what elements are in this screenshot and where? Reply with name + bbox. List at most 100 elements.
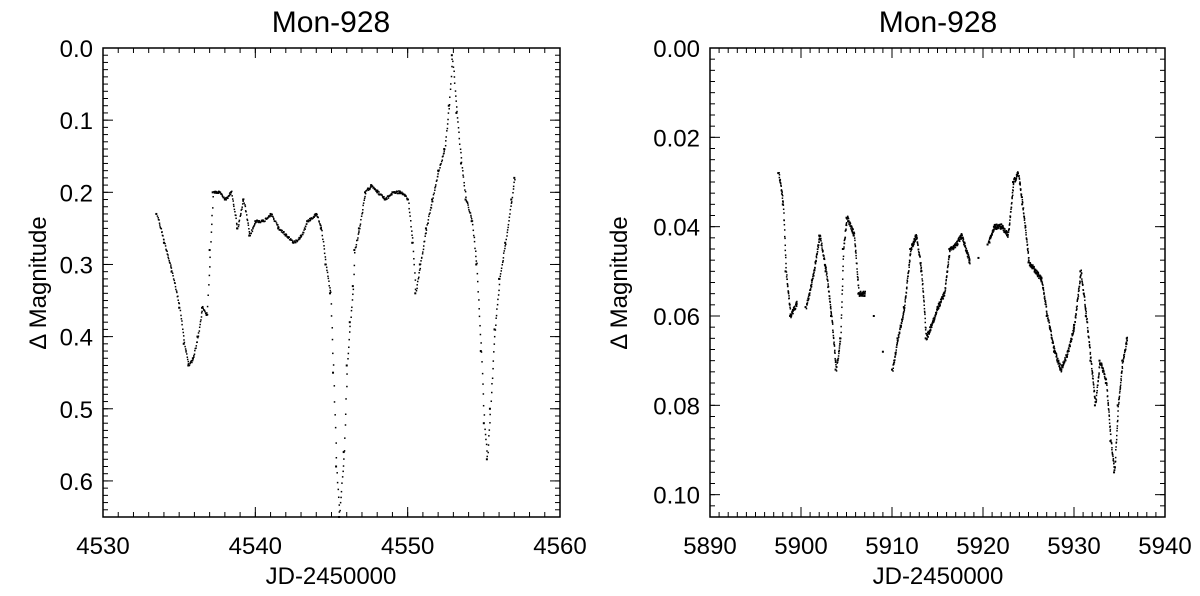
data-point: [1009, 219, 1011, 221]
data-point: [938, 301, 941, 304]
data-point: [429, 209, 432, 211]
data-point: [1072, 331, 1075, 334]
y-tick-label: 0.0: [60, 36, 93, 63]
data-point: [905, 295, 907, 297]
data-point: [162, 241, 165, 244]
data-point: [212, 207, 214, 209]
data-point: [841, 306, 843, 309]
data-point: [835, 364, 837, 366]
data-point: [860, 293, 862, 296]
data-point: [451, 58, 453, 61]
x-tick-label: 5910: [865, 533, 918, 560]
data-point: [955, 242, 957, 244]
data-point: [922, 291, 925, 293]
data-point: [994, 223, 997, 226]
data-point: [784, 237, 786, 240]
data-point: [161, 231, 163, 233]
data-point: [1052, 341, 1054, 343]
data-point: [1087, 330, 1089, 333]
data-point: [894, 359, 896, 361]
data-point: [1073, 327, 1076, 329]
data-point: [894, 353, 897, 356]
data-point: [450, 54, 453, 57]
data-point: [1099, 364, 1101, 366]
data-point: [956, 244, 959, 247]
data-point: [454, 90, 457, 92]
data-point: [362, 202, 365, 204]
data-point: [461, 167, 464, 169]
data-point: [830, 308, 832, 310]
data-point: [1122, 360, 1125, 362]
data-point: [247, 222, 249, 224]
data-point: [810, 285, 813, 288]
data-point: [1077, 297, 1079, 300]
data-point: [452, 66, 455, 68]
data-point: [929, 331, 931, 333]
data-point: [783, 235, 786, 238]
data-point: [906, 286, 908, 289]
data-point: [292, 240, 294, 242]
data-point: [944, 283, 947, 285]
data-point: [903, 307, 905, 309]
data-point: [1017, 171, 1019, 173]
data-point: [1122, 357, 1125, 360]
data-point: [939, 303, 941, 305]
data-point: [296, 239, 299, 242]
data-point: [821, 245, 823, 247]
data-point: [995, 226, 998, 229]
data-point: [493, 343, 496, 345]
data-point: [488, 435, 490, 437]
data-point: [996, 226, 998, 228]
data-point: [481, 372, 484, 375]
data-point: [1045, 305, 1048, 308]
data-point: [254, 223, 256, 225]
data-point: [1114, 466, 1116, 468]
data-point: [195, 345, 198, 347]
data-point: [916, 237, 918, 239]
data-point: [261, 220, 264, 223]
y-tick-label: 0.4: [60, 325, 93, 352]
data-point: [408, 211, 411, 214]
data-point: [909, 254, 911, 257]
data-point: [964, 246, 967, 249]
data-point: [989, 242, 991, 244]
data-point: [470, 220, 473, 223]
data-point: [421, 253, 424, 255]
x-tick-label: 4530: [76, 533, 129, 560]
data-point: [1103, 371, 1105, 373]
data-point: [1046, 312, 1048, 315]
data-point: [1117, 405, 1119, 408]
data-point: [1088, 337, 1090, 339]
data-point: [181, 323, 183, 326]
data-point: [834, 352, 836, 354]
data-point: [335, 457, 338, 459]
data-point: [906, 279, 908, 282]
data-point: [191, 359, 194, 362]
data-point: [248, 228, 250, 230]
data-point: [795, 301, 798, 304]
data-point: [796, 303, 798, 305]
data-point: [1073, 323, 1075, 326]
data-point: [396, 190, 399, 193]
data-point: [1079, 280, 1081, 282]
data-point: [182, 335, 185, 337]
data-point: [859, 290, 862, 293]
data-point: [309, 217, 311, 220]
data-point: [918, 253, 921, 256]
data-point: [191, 361, 193, 364]
data-point: [235, 217, 237, 220]
data-point: [342, 470, 344, 473]
data-point: [816, 250, 819, 253]
data-point: [232, 200, 234, 202]
data-point: [1120, 378, 1122, 380]
data-point: [1116, 425, 1119, 427]
data-point: [826, 272, 828, 275]
data-point: [168, 261, 171, 264]
data-point: [506, 235, 508, 237]
data-point: [825, 266, 827, 268]
data-point: [852, 234, 855, 237]
data-point: [211, 223, 213, 226]
data-point: [833, 343, 836, 346]
data-point: [952, 248, 955, 250]
data-point: [1052, 342, 1055, 344]
